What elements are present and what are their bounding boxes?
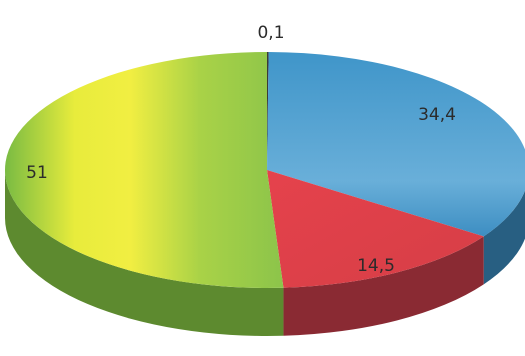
pie-side-1 [483,190,525,285]
pie-slices [4,52,525,288]
pie-sides [5,170,525,336]
pie-side-3 [5,170,284,336]
pie-slice-0 [267,52,269,170]
pie-slice-1 [267,52,525,237]
slice-label-1: 34,4 [418,105,456,125]
pie-slice-2 [267,170,484,288]
slice-label-2: 14,5 [357,256,395,276]
pie-slice-3 [4,52,284,288]
pie-side-2 [283,236,484,336]
pie-labels: 0,1 34,4 14,5 51 [26,23,456,276]
slice-label-3: 51 [26,163,48,183]
slice-label-0: 0,1 [257,23,284,43]
